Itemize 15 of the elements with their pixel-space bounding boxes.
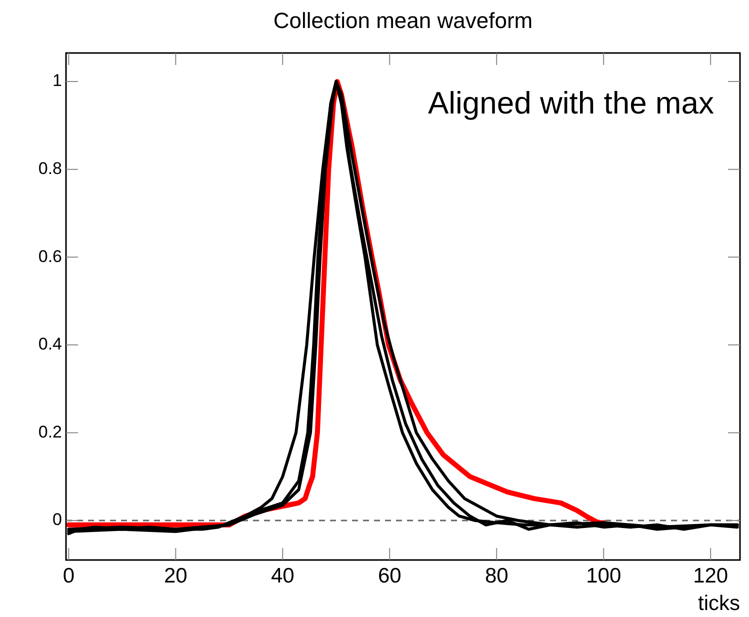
annotation: Aligned with the max	[428, 86, 714, 121]
y-tick-label: 1	[52, 71, 62, 90]
x-tick-label: 100	[586, 564, 622, 588]
x-tick-label: 120	[693, 564, 728, 588]
chart-title: Collection mean waveform	[273, 8, 533, 34]
y-tick-label: 0.8	[38, 159, 62, 178]
x-tick-label: 20	[164, 564, 188, 588]
y-tick-label: 0	[52, 510, 62, 530]
x-tick-label: 80	[484, 564, 508, 588]
y-tick-label: 0.2	[38, 422, 62, 442]
x-tick-label: 60	[378, 564, 402, 588]
y-tick-label: 0.6	[38, 246, 62, 266]
y-tick-label: 0.4	[38, 334, 62, 354]
x-tick-label: 40	[270, 564, 294, 588]
x-axis-title: ticks	[698, 592, 740, 616]
